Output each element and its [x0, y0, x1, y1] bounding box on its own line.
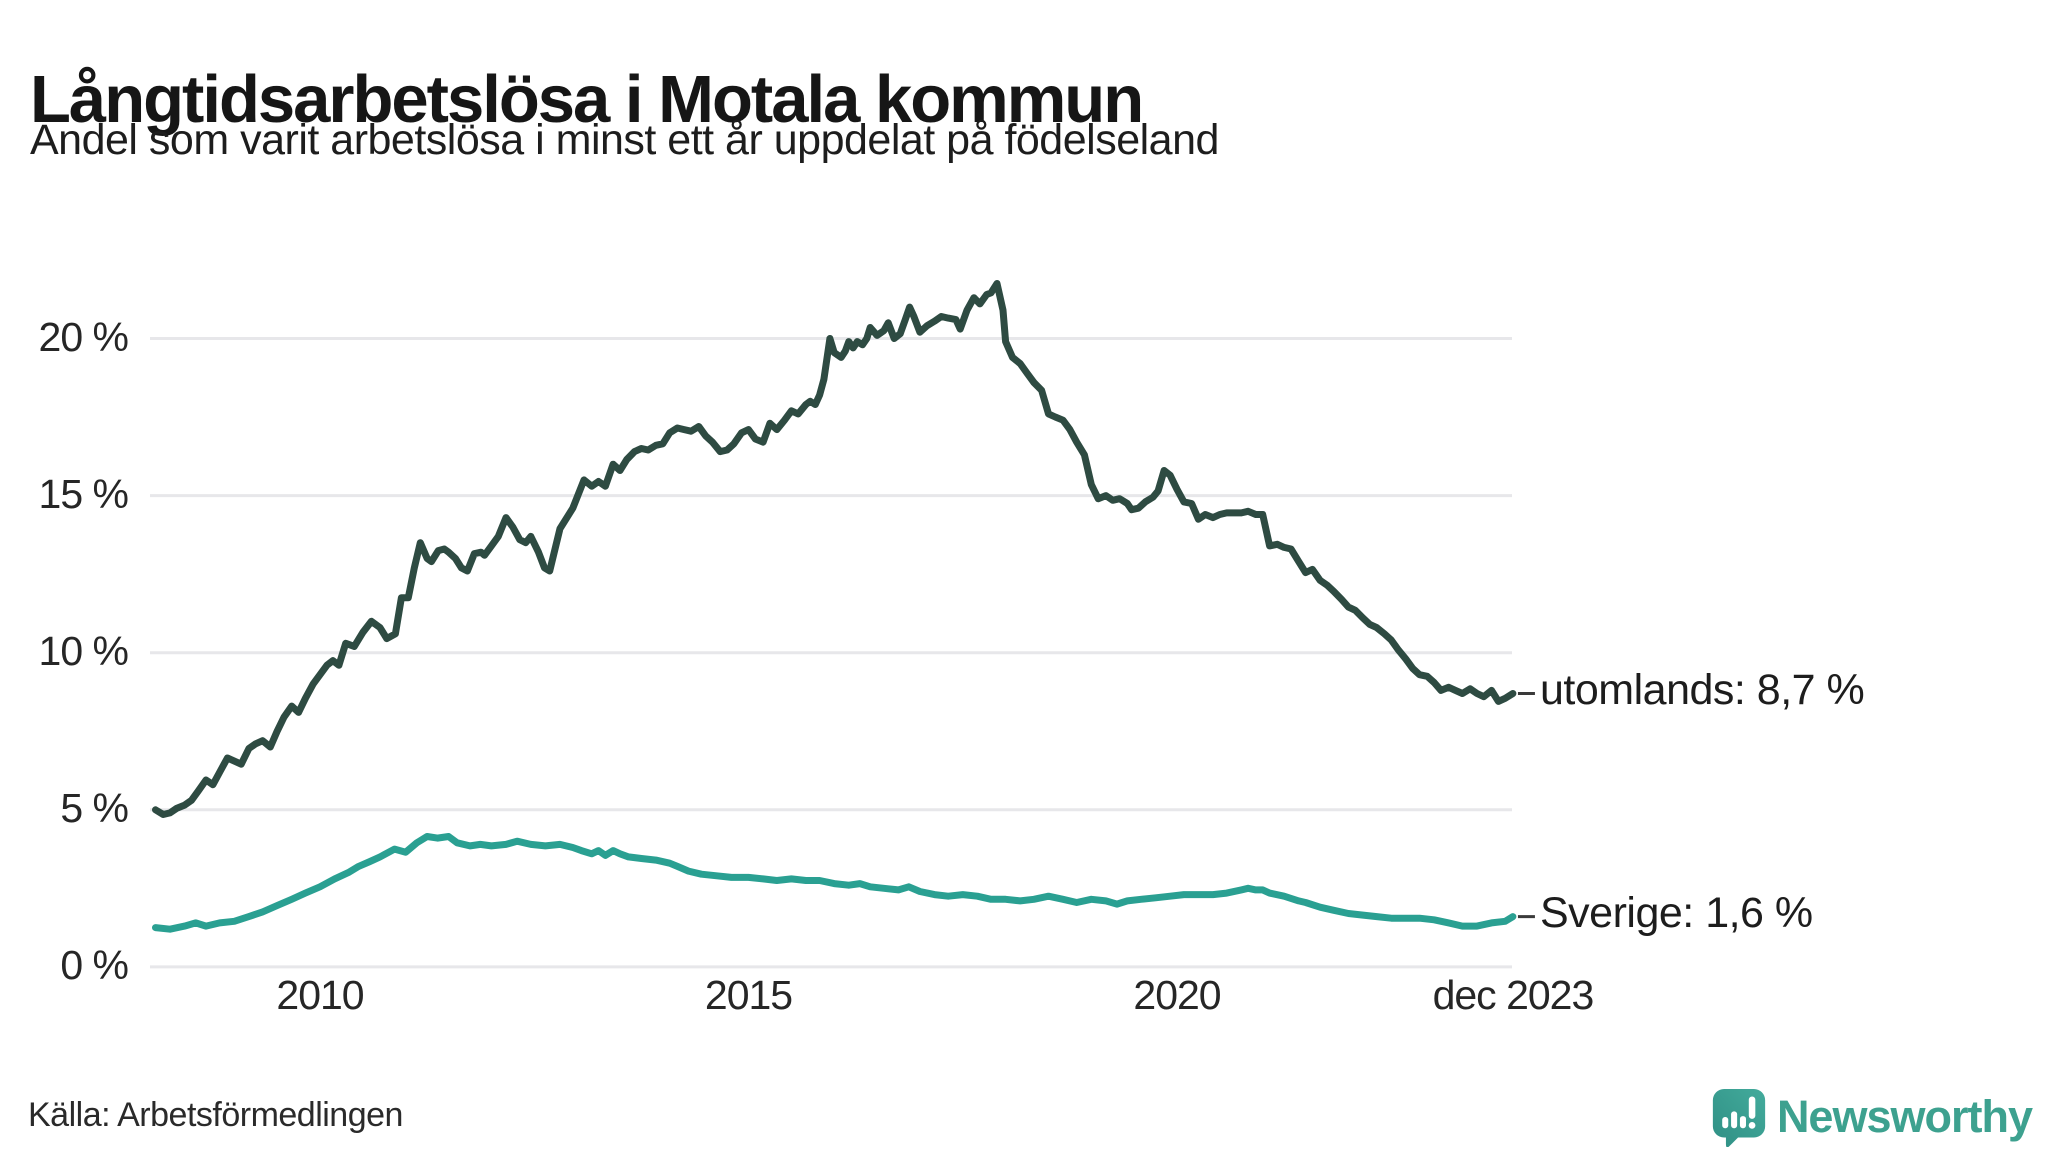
x-tick-label: 2015: [704, 972, 793, 1018]
y-tick-label: 10 %: [38, 627, 129, 674]
newsworthy-bubble-icon: [1712, 1089, 1766, 1147]
y-tick-label: 5 %: [60, 784, 129, 831]
series-end-label-Sverige: Sverige: 1,6 %: [1540, 888, 1813, 937]
x-tick-label: 2020: [1133, 972, 1221, 1018]
gridlines: [150, 337, 1512, 969]
series-lines: [152, 280, 1517, 933]
series-line-utomlands: [152, 280, 1517, 818]
series-line-Sverige: [152, 833, 1517, 933]
page-title: Långtidsarbetslösa i Motala kommun: [30, 61, 1144, 137]
source-note: Källa: Arbetsförmedlingen: [28, 1096, 403, 1134]
brand-name: Newsworthy: [1776, 1091, 2033, 1142]
newsworthy-logo: Newsworthy: [1711, 1086, 2033, 1148]
y-tick-label: 15 %: [38, 470, 129, 517]
series-end-label-utomlands: utomlands: 8,7 %: [1540, 665, 1865, 714]
y-tick-label: 0 %: [60, 941, 129, 988]
series-end-dashes: [1517, 692, 1535, 919]
x-tick-label: dec 2023: [1432, 972, 1595, 1018]
y-tick-label: 20 %: [38, 313, 129, 360]
x-tick-label: 2010: [276, 972, 364, 1018]
chart-subtitle: Andel som varit arbetslösa i minst ett å…: [30, 116, 1219, 164]
